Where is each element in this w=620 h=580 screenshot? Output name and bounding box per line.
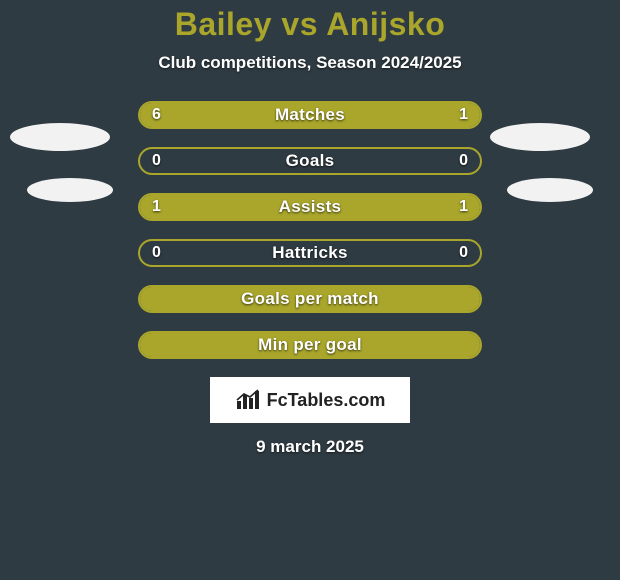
page-title: Bailey vs Anijsko xyxy=(0,0,620,43)
stat-bar-right-value: 0 xyxy=(459,149,468,173)
side-ellipse xyxy=(27,178,113,202)
subtitle: Club competitions, Season 2024/2025 xyxy=(0,53,620,73)
stat-bar-right-value: 0 xyxy=(459,241,468,265)
stat-bar-left-value: 1 xyxy=(152,195,161,219)
stat-bar-label: Goals xyxy=(140,149,480,173)
stat-bar-label: Assists xyxy=(140,195,480,219)
stat-bar-label: Hattricks xyxy=(140,241,480,265)
footer-date: 9 march 2025 xyxy=(0,437,620,457)
stat-bars: Matches61Goals00Assists11Hattricks00Goal… xyxy=(138,101,482,359)
stat-bar: Goals per match xyxy=(138,285,482,313)
stat-bar-left-value: 0 xyxy=(152,149,161,173)
stat-bar-left-value: 6 xyxy=(152,103,161,127)
side-ellipse xyxy=(507,178,593,202)
comparison-infographic: Bailey vs Anijsko Club competitions, Sea… xyxy=(0,0,620,580)
stat-bar: Hattricks0 0 xyxy=(138,239,482,267)
brand-chart-icon xyxy=(235,389,261,411)
stat-bar-label: Min per goal xyxy=(140,333,480,357)
brand-badge: FcTables.com xyxy=(210,377,410,423)
stat-bar: Assists1 1 xyxy=(138,193,482,221)
brand-text: FcTables.com xyxy=(267,390,386,411)
side-ellipse xyxy=(490,123,590,151)
stat-bar-label: Matches xyxy=(140,103,480,127)
stat-bar-label: Goals per match xyxy=(140,287,480,311)
stat-bar-right-value: 1 xyxy=(459,103,468,127)
stat-bar-right-value: 1 xyxy=(459,195,468,219)
stat-bar-left-value: 0 xyxy=(152,241,161,265)
stat-bar: Min per goal xyxy=(138,331,482,359)
side-ellipse xyxy=(10,123,110,151)
stat-bar: Matches6 1 xyxy=(138,101,482,129)
stat-bar: Goals0 0 xyxy=(138,147,482,175)
